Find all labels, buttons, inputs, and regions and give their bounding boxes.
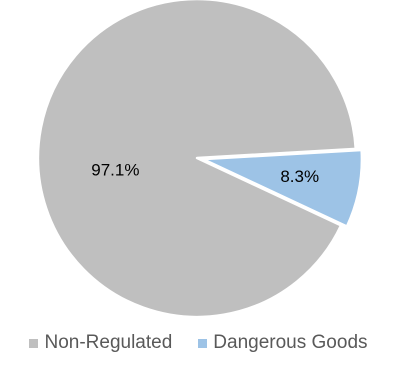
legend-label-dangerous-goods: Dangerous Goods xyxy=(213,332,368,353)
legend-swatch-non-regulated xyxy=(29,338,39,348)
chart-legend: Non-Regulated Dangerous Goods xyxy=(0,328,397,358)
legend-label-non-regulated: Non-Regulated xyxy=(44,332,173,353)
pie-slice-dangerous-goods xyxy=(201,148,364,228)
data-label-non-regulated: 97.1% xyxy=(91,161,139,180)
legend-item-dangerous-goods: Dangerous Goods xyxy=(198,332,368,354)
data-label-dangerous-goods: 8.3% xyxy=(280,167,319,186)
legend-item-non-regulated: Non-Regulated xyxy=(29,332,172,354)
legend-swatch-dangerous-goods xyxy=(198,338,208,348)
pie-slice-non-regulated xyxy=(36,0,357,319)
